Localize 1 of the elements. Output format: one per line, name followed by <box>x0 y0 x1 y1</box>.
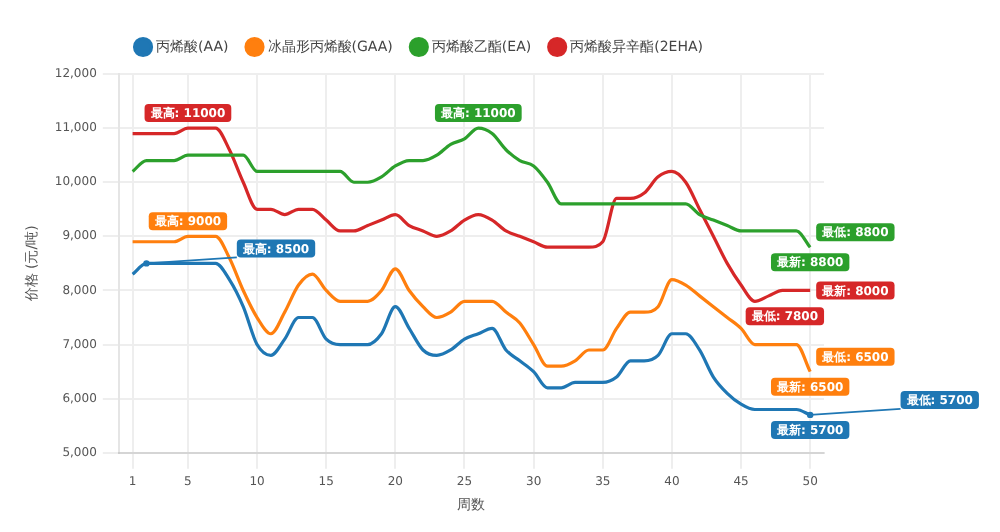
line-series <box>131 126 812 303</box>
